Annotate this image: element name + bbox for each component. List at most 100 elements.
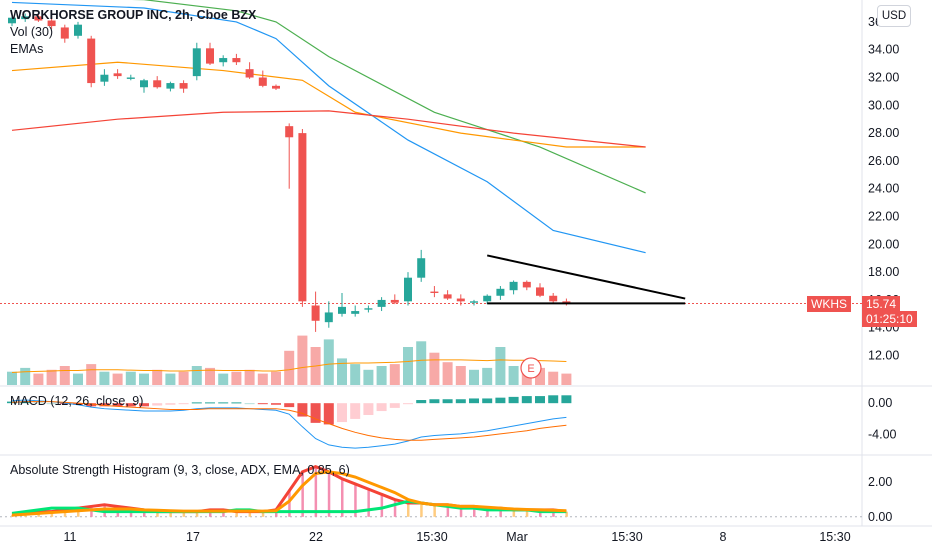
ash-histogram-bar bbox=[486, 508, 489, 517]
volume-bar bbox=[257, 373, 268, 385]
time-tick: 15:30 bbox=[611, 530, 642, 544]
ash-histogram-bar bbox=[156, 511, 159, 517]
volume-bar bbox=[376, 366, 387, 385]
candle-body bbox=[443, 294, 452, 299]
macd-histogram-bar bbox=[191, 402, 202, 404]
macd-histogram-bar bbox=[469, 398, 479, 404]
volume-bar bbox=[297, 335, 308, 385]
candle-body bbox=[522, 281, 531, 288]
price-tick: 20.00 bbox=[868, 237, 899, 251]
macd-histogram-bar bbox=[218, 402, 229, 404]
ash-histogram-bar bbox=[446, 504, 450, 517]
macd-signal-line bbox=[11, 401, 567, 441]
ash-histogram-bar bbox=[63, 509, 67, 517]
volume-bar bbox=[548, 371, 559, 385]
macd-line bbox=[11, 399, 567, 449]
candle-body bbox=[153, 80, 162, 88]
macd-histogram-bar bbox=[310, 403, 321, 423]
macd-histogram-bar bbox=[165, 403, 176, 405]
ash-histogram-bar bbox=[341, 478, 344, 517]
macd-histogram-bar bbox=[350, 403, 361, 419]
price-tick: 12.00 bbox=[868, 349, 899, 363]
macd-histogram-bar bbox=[429, 399, 440, 404]
time-tick: Mar bbox=[506, 530, 528, 544]
macd-histogram-bar bbox=[73, 403, 83, 405]
time-tick: 22 bbox=[309, 530, 323, 544]
ash-tick: 0.00 bbox=[868, 510, 892, 524]
ema-line bbox=[11, 61, 646, 148]
candle-body bbox=[113, 73, 122, 77]
macd-tick: 0.00 bbox=[868, 396, 892, 410]
candle-body bbox=[140, 80, 148, 88]
volume-bar bbox=[469, 369, 479, 385]
ash-histogram-bar bbox=[367, 489, 370, 517]
macd-histogram-bar bbox=[521, 396, 532, 404]
symbol-badge: WKHS bbox=[807, 296, 851, 312]
volume-bar bbox=[231, 371, 242, 385]
trendline bbox=[486, 254, 686, 300]
price-tick: 30.00 bbox=[868, 98, 899, 112]
time-tick: 17 bbox=[186, 530, 200, 544]
ash-histogram-bar bbox=[169, 511, 172, 517]
macd-histogram-bar bbox=[455, 399, 466, 404]
candle-body bbox=[192, 48, 201, 77]
volume-bar bbox=[416, 341, 427, 385]
volume-bar bbox=[7, 371, 17, 385]
price-tick: 34.00 bbox=[868, 43, 899, 57]
macd-histogram-bar bbox=[561, 395, 572, 404]
ash-histogram-bar bbox=[552, 509, 555, 517]
candle-body bbox=[21, 16, 30, 20]
ash-histogram-bar bbox=[314, 466, 318, 517]
ema-line bbox=[11, 1, 646, 254]
volume-bar bbox=[535, 367, 545, 385]
price-tick: 32.00 bbox=[868, 71, 899, 85]
time-tick: 15:30 bbox=[416, 530, 447, 544]
currency-button[interactable]: USD bbox=[877, 5, 911, 27]
macd-histogram-bar bbox=[323, 403, 334, 425]
candle-body bbox=[74, 24, 82, 36]
macd-histogram-bar bbox=[389, 403, 400, 408]
volume-bar bbox=[442, 362, 453, 385]
candle-body bbox=[549, 295, 558, 302]
volume-bar bbox=[125, 371, 136, 385]
candle-body bbox=[298, 133, 307, 302]
candle-body bbox=[245, 69, 254, 78]
macd-histogram-bar bbox=[46, 403, 57, 405]
candle-body bbox=[100, 74, 109, 82]
candle-body bbox=[219, 58, 228, 63]
ash-bulls-line bbox=[11, 499, 567, 515]
ash-histogram-bar bbox=[407, 502, 410, 517]
volume-bar bbox=[205, 367, 215, 385]
volume-bar bbox=[152, 369, 163, 385]
macd-histogram-bar bbox=[99, 403, 110, 407]
volume-bar bbox=[389, 364, 400, 385]
ash-histogram-bar bbox=[195, 511, 199, 517]
volume-bar bbox=[99, 371, 110, 385]
macd-histogram-bar bbox=[257, 403, 268, 405]
price-tick: 18.00 bbox=[868, 265, 899, 279]
volume-bar bbox=[350, 364, 361, 385]
bar-countdown-badge: 01:25:10 bbox=[862, 311, 917, 327]
volume-bar bbox=[59, 366, 70, 385]
macd-histogram-bar bbox=[205, 402, 215, 404]
candle-body bbox=[126, 77, 135, 79]
volume-bar bbox=[178, 371, 189, 385]
macd-histogram-bar bbox=[482, 398, 493, 404]
candle-body bbox=[509, 281, 518, 291]
macd-histogram-bar bbox=[548, 395, 559, 404]
candle-body bbox=[430, 291, 439, 293]
macd-histogram-bar bbox=[33, 402, 44, 404]
volume-bar bbox=[73, 373, 83, 385]
macd-histogram-bar bbox=[416, 400, 427, 404]
ash-histogram-bar bbox=[525, 509, 529, 517]
ash-histogram-bar bbox=[433, 504, 436, 517]
volume-bar bbox=[508, 366, 519, 385]
candle-body bbox=[179, 83, 188, 89]
candle-body bbox=[324, 312, 333, 323]
ema-line bbox=[11, 110, 646, 148]
ash-histogram-bar bbox=[288, 490, 291, 517]
ash-histogram-bar bbox=[222, 509, 225, 517]
candle-body bbox=[483, 295, 492, 302]
ash-histogram-bar bbox=[143, 509, 146, 517]
